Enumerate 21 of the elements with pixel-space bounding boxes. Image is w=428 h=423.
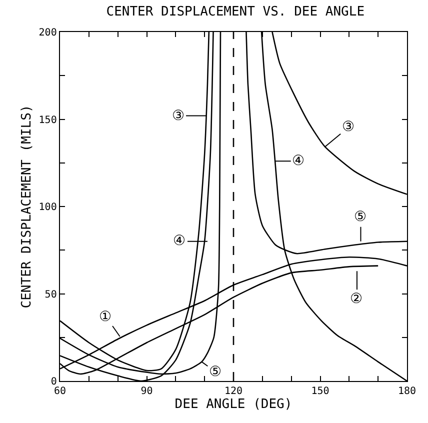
y-tick-label: 150: [38, 114, 57, 126]
annotation: ④: [292, 153, 305, 169]
annotation: ⑤: [354, 209, 367, 225]
x-tick-label: 90: [140, 386, 153, 398]
annotation: ④: [173, 233, 186, 249]
x-tick-label: 120: [224, 386, 243, 398]
x-tick-label: 60: [54, 386, 66, 398]
annotation: ③: [342, 119, 355, 135]
x-tick-label: 150: [311, 386, 330, 398]
y-axis-title: CENTER DISPLACEMENT (MILS): [20, 104, 35, 308]
annotation: ⑤: [209, 364, 222, 380]
chart-title: CENTER DISPLACEMENT VS. DEE ANGLE: [106, 4, 365, 20]
y-tick-label: 50: [44, 289, 57, 300]
y-tick-label: 100: [38, 202, 57, 213]
annotation: ③: [172, 108, 185, 124]
y-tick-label: 200: [38, 28, 57, 38]
y-tick-label: 0: [50, 376, 57, 388]
annotation: ①: [99, 309, 112, 325]
x-tick-label: 180: [398, 386, 416, 398]
x-axis-title: DEE ANGLE (DEG): [174, 397, 292, 412]
annotation: ②: [350, 291, 363, 307]
